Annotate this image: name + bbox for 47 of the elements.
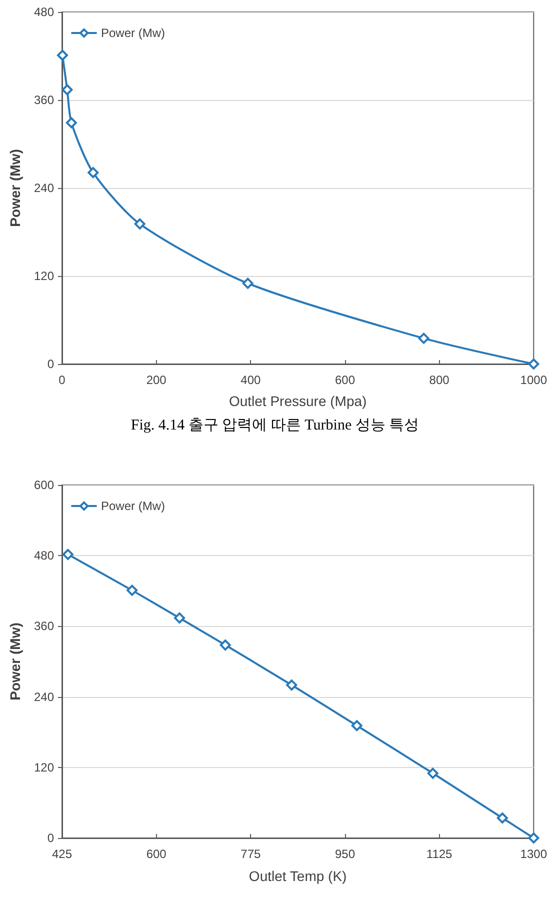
y-tick-label: 0: [47, 357, 54, 371]
point: [418, 332, 430, 344]
point: [528, 832, 540, 844]
point: [62, 548, 74, 560]
x-tick-label: 600: [146, 847, 167, 861]
point: [242, 278, 254, 289]
point: [88, 167, 99, 178]
y-axis-title: Power (Mw): [7, 149, 23, 227]
point: [427, 768, 438, 779]
x-tick-label: 1300: [520, 847, 548, 861]
x-tick-label: 425: [52, 847, 72, 861]
x-tick-label: 800: [429, 373, 450, 387]
x-tick-label: 200: [146, 373, 167, 387]
x-tick-label: 1000: [520, 373, 548, 387]
y-axis-title: Power (Mw): [7, 622, 23, 700]
point: [220, 640, 231, 651]
y-tick-label: 480: [34, 5, 54, 19]
point: [174, 612, 186, 624]
y-tick-label: 480: [34, 548, 54, 563]
point: [134, 218, 146, 230]
x-tick-label: 1125: [426, 847, 453, 861]
y-tick-label: 0: [47, 831, 54, 845]
y-tick-label: 120: [34, 760, 54, 774]
caption: Fig. 4.14 출구 압력에 따른 Turbine 성능 특성: [130, 418, 420, 434]
y-tick-label: 360: [34, 93, 54, 107]
x-tick-label: 600: [334, 373, 356, 387]
point: [62, 84, 73, 96]
point: [286, 680, 298, 691]
point: [56, 50, 68, 61]
y-tick-label: 120: [34, 269, 54, 283]
point: [126, 584, 138, 596]
x-tick-label: 775: [240, 847, 261, 861]
point: [66, 117, 77, 128]
x-tick-label: 400: [240, 373, 261, 387]
y-tick-label: 600: [34, 478, 54, 492]
legend-label: Power (Mw): [101, 499, 166, 513]
point: [351, 720, 362, 732]
legend-label: Power (Mw): [101, 26, 166, 40]
x-axis-title: Outlet Pressure (Mpa): [228, 393, 367, 409]
x-axis-title: Outlet Temp (K): [248, 868, 347, 884]
point: [528, 358, 540, 370]
y-tick-label: 360: [34, 619, 54, 634]
y-tick-label: 240: [34, 690, 54, 704]
y-tick-label: 240: [34, 181, 54, 195]
x-tick-label: 0: [58, 373, 66, 387]
point: [496, 812, 508, 824]
x-tick-label: 950: [334, 847, 356, 861]
